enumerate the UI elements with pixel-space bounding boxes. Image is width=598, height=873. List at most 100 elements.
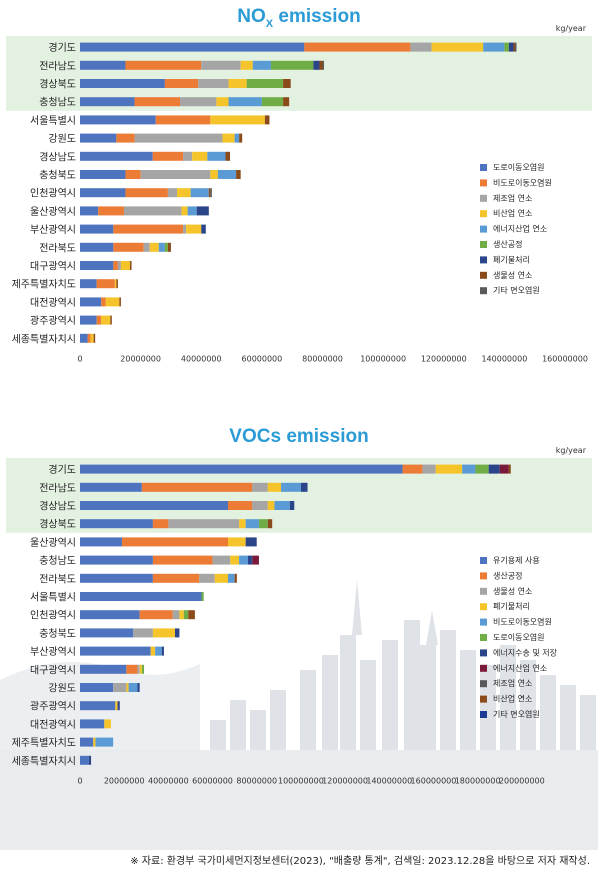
bar-segment [228,501,253,510]
bar-segment [283,97,290,107]
category-label: 대전광역시 [30,297,76,309]
bar-segment [80,737,94,747]
category-label: 충청남도 [39,97,76,109]
legend-swatch [480,271,487,279]
legend-swatch [480,664,487,672]
x-tick-label: 120000000 [322,776,368,785]
bar-segment [141,482,253,492]
bar-segment [216,97,229,107]
bar-segment [80,261,114,270]
bar-segment [274,501,290,510]
legend-swatch [480,634,487,641]
bar-segment [125,60,202,70]
bar-segment [513,42,515,52]
x-tick-label: 140000000 [366,776,412,785]
bar-segment [113,242,144,252]
bar-segment [152,151,184,161]
bar-segment [113,224,184,234]
bar-segment [80,79,165,88]
bar-segment [137,664,140,674]
bar-segment [80,60,126,70]
legend-label: 도로이동오염원 [493,162,545,172]
bar-segment [289,501,295,510]
legend-swatch [480,210,487,218]
bar-segment [225,151,231,161]
bar-segment [304,42,411,52]
bar-segment [192,151,208,161]
bar-segment [161,646,164,656]
bar-segment [181,206,188,216]
bar-segment [80,315,97,325]
category-label: 경상북도 [39,78,76,91]
bar-segment [90,333,94,343]
category-label: 부산광역시 [30,646,76,658]
category-label: 전라북도 [39,573,76,585]
bar-segment [80,333,88,343]
bar-segment [230,555,240,565]
category-label: 세종특별자치시 [12,755,76,767]
bar-segment [228,97,262,107]
bar-segment [183,224,187,234]
vocs-unit-label: kg/year [555,446,586,455]
bar-segment [252,501,268,510]
bar-segment [270,60,314,70]
bar-segment [179,610,184,620]
category-label: 전라북도 [39,242,76,254]
bar-segment [117,701,120,711]
bar-segment [80,683,114,692]
x-tick-label: 60000000 [242,354,283,363]
bar-segment [126,683,129,692]
legend-label: 에너지산업 연소 [493,663,547,673]
bar-segment [80,170,126,179]
bar-segment [199,573,215,583]
bar-segment [322,60,325,70]
x-tick-label: 80000000 [236,776,277,785]
bar-segment [187,206,197,216]
bar-segment [283,79,291,88]
bar-segment [80,755,89,765]
legend-label: 비도로이동오염원 [493,177,552,187]
bar-segment [140,170,211,179]
bar-segment [228,79,247,88]
vocs-chart-title: VOCs emission [229,426,369,447]
bar-segment [158,242,165,252]
bar-segment [80,537,122,547]
bar-segment [104,719,111,729]
bar-segment [236,170,241,179]
bar-segment [143,242,150,252]
bar-segment [80,573,153,583]
bar-segment [267,501,275,510]
category-label: 강원도 [48,683,76,695]
bar-segment [281,482,301,492]
category-label: 전라남도 [39,60,76,72]
bar-segment [164,79,199,88]
legend-swatch [480,241,487,248]
category-label: 인천광역시 [30,610,76,622]
bar-segment [152,519,169,529]
bar-segment [80,151,153,161]
bar-segment [183,151,193,161]
category-label: 충청남도 [39,555,76,567]
bar-segment [167,188,177,198]
legend-label: 생물성 연소 [493,586,532,596]
bar-segment [126,664,138,674]
x-tick-label: 20000000 [104,776,145,785]
bar-segment [101,315,111,325]
category-label: 충청북도 [39,628,76,640]
vocs-chart: 경기도전라남도경상남도경상북도울산광역시충청남도전라북도서울특별시인천광역시충청… [0,458,598,850]
bar-segment [210,188,212,198]
bar-segment [246,79,284,88]
bar-segment [116,279,118,289]
category-label: 부산광역시 [30,224,76,236]
bar-segment [80,97,135,107]
bar-segment [114,279,117,289]
legend-label: 폐기물처리 [493,254,530,264]
bar-segment [198,79,229,88]
category-label: 경기도 [48,463,76,476]
bar-segment [130,261,132,270]
bar-segment [239,555,248,565]
category-label: 경상남도 [39,500,76,513]
bar-segment [475,464,489,474]
category-label: 경기도 [48,41,76,54]
bar-segment [252,555,259,565]
